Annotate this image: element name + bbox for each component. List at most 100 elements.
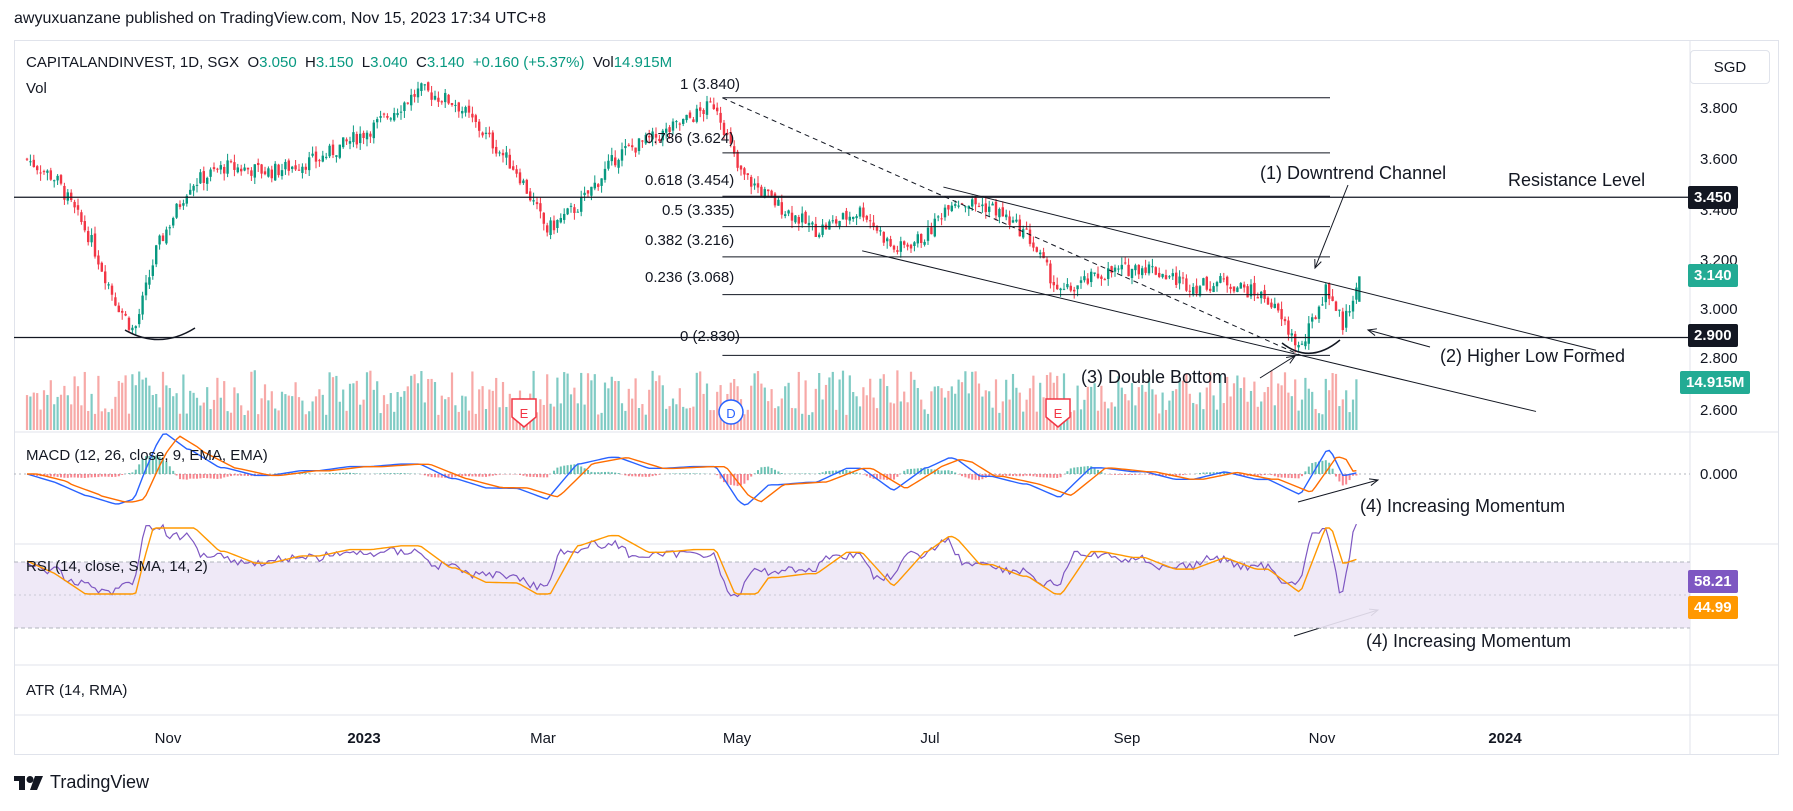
volume-bar <box>229 412 233 430</box>
volume-bar <box>427 379 430 430</box>
candle-body <box>1025 228 1028 230</box>
volume-bar <box>464 396 467 430</box>
volume-bar <box>165 385 168 430</box>
macd-histogram-bar <box>240 474 243 476</box>
candle-body <box>668 127 671 132</box>
candle-body <box>664 128 668 133</box>
volume-bar <box>1202 409 1205 430</box>
volume-bar <box>219 397 222 430</box>
currency-button[interactable]: SGD <box>1690 50 1770 84</box>
volume-bar <box>314 396 318 430</box>
candle-body <box>681 118 685 124</box>
macd-histogram-bar <box>937 470 940 474</box>
close-label: C <box>416 54 427 71</box>
volume-bar <box>1355 379 1358 430</box>
volume-bar <box>253 370 256 430</box>
candle-body <box>437 97 440 102</box>
volume-bar <box>923 409 926 430</box>
candle-body <box>1239 283 1242 289</box>
resistance-price-tag: 3.450 <box>1688 186 1738 209</box>
volume-bar <box>1311 391 1314 430</box>
candle-body <box>287 160 290 171</box>
volume-bar <box>46 394 49 430</box>
arrow-double-bottom-head <box>1286 355 1297 364</box>
volume-bar <box>342 389 345 430</box>
tradingview-logo[interactable]: TradingView <box>14 772 149 793</box>
volume-bar <box>301 400 304 430</box>
volume-bar <box>1209 372 1212 430</box>
volume-tag: 14.915M <box>1680 371 1751 394</box>
volume-bar <box>1321 414 1324 430</box>
macd-histogram-bar <box>1001 474 1004 476</box>
rsi-label[interactable]: RSI (14, close, SMA, 14, 2) <box>26 558 208 575</box>
support-price-tag: 2.900 <box>1688 324 1738 347</box>
macd-histogram-bar <box>117 474 120 477</box>
macd-histogram-bar <box>896 474 899 477</box>
candle-body <box>501 152 505 156</box>
ohlc-legend: CAPITALANDINVEST, 1D, SGX O3.050 H3.150 … <box>26 54 672 71</box>
candle-body <box>1168 276 1171 278</box>
volume-bar <box>937 386 940 430</box>
candle-body <box>270 169 273 179</box>
volume-bar <box>39 409 42 430</box>
candle-body <box>807 222 811 226</box>
macd-histogram-bar <box>1341 474 1344 486</box>
atr-label[interactable]: ATR (14, RMA) <box>26 682 128 699</box>
volume-bar <box>87 410 90 430</box>
candle-body <box>573 207 576 213</box>
volume-bar <box>348 383 352 430</box>
candle-body <box>522 180 525 184</box>
macd-label[interactable]: MACD (12, 26, close, 9, EMA, EMA) <box>26 447 268 464</box>
macd-histogram-bar <box>93 474 96 478</box>
macd-histogram-bar <box>532 474 535 477</box>
macd-histogram-bar <box>522 474 525 476</box>
candle-body <box>1062 288 1066 290</box>
candle-body <box>131 327 134 331</box>
candle-body <box>817 234 821 238</box>
candle-body <box>222 166 226 174</box>
macd-histogram-bar <box>1073 467 1076 474</box>
macd-histogram-bar <box>461 474 464 477</box>
macd-histogram-bar <box>614 472 617 474</box>
open-value: 3.050 <box>259 54 297 71</box>
candle-body <box>692 119 695 122</box>
macd-histogram-bar <box>104 474 107 477</box>
candle-body <box>457 102 460 112</box>
volume-bar <box>338 401 341 430</box>
candle-body <box>1178 276 1181 284</box>
macd-histogram-bar <box>692 473 695 474</box>
volume-bar <box>627 388 630 430</box>
symbol-label[interactable]: CAPITALANDINVEST, 1D, SGX <box>26 54 240 71</box>
volume-bar <box>399 396 403 430</box>
candle-body <box>831 220 834 222</box>
macd-histogram-bar <box>53 474 56 477</box>
candle-body <box>600 178 603 186</box>
macd-histogram-bar <box>488 474 491 477</box>
macd-histogram-bar <box>199 474 202 479</box>
candle-body <box>515 169 518 174</box>
volume-bar <box>270 391 273 430</box>
volume-bar <box>124 375 127 430</box>
volume-bar <box>964 371 967 430</box>
macd-histogram-bar <box>141 459 144 474</box>
candle-body <box>698 107 702 111</box>
volume-bar <box>665 408 668 430</box>
macd-histogram-bar <box>954 472 957 474</box>
candle-body <box>1154 267 1157 275</box>
macd-histogram-bar <box>590 471 593 474</box>
annotation-resistance: Resistance Level <box>1508 170 1646 190</box>
candle-body <box>1042 252 1045 259</box>
annotation-double-bottom: (3) Double Bottom <box>1081 367 1228 387</box>
volume-bar <box>855 396 858 430</box>
signal-line <box>26 435 1357 503</box>
volume-pane-label[interactable]: Vol <box>26 80 47 97</box>
candle-body <box>56 175 59 181</box>
candle-body <box>1185 278 1188 291</box>
macd-histogram-bar <box>1025 474 1028 476</box>
volume-bar <box>600 412 603 430</box>
volume-bar <box>389 393 392 430</box>
candle-body <box>848 216 851 221</box>
volume-bar <box>617 381 620 430</box>
volume-bar <box>192 392 195 430</box>
